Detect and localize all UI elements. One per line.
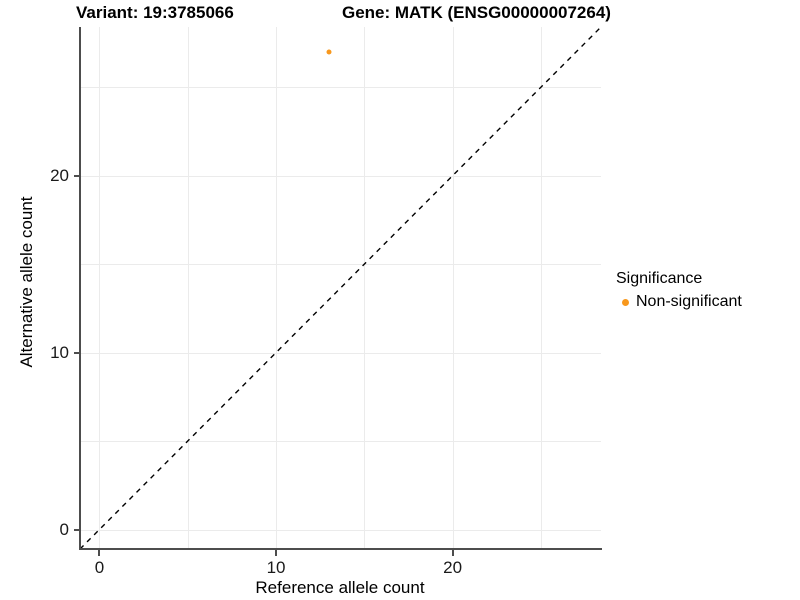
data-point[interactable] xyxy=(326,49,332,55)
plot-panel xyxy=(80,27,601,549)
gridline-vertical xyxy=(188,27,189,549)
gridline-horizontal xyxy=(80,264,601,265)
x-tick-mark xyxy=(98,550,101,556)
y-tick-mark xyxy=(74,528,80,531)
gridline-horizontal xyxy=(80,530,601,531)
y-tick-mark xyxy=(74,351,80,354)
identity-reference-line xyxy=(80,27,601,549)
y-axis-line xyxy=(79,27,81,550)
y-tick-label: 10 xyxy=(50,342,69,362)
y-tick-mark xyxy=(74,174,80,177)
gridline-vertical xyxy=(541,27,542,549)
chart-title-bar: Variant: 19:3785066 Gene: MATK (ENSG0000… xyxy=(0,2,680,26)
x-axis-line xyxy=(79,548,602,550)
gene-title: Gene: MATK (ENSG00000007264) xyxy=(342,3,611,22)
variant-title: Variant: 19:3785066 xyxy=(76,3,234,22)
gridline-vertical xyxy=(276,27,277,549)
gridline-vertical xyxy=(99,27,100,549)
x-tick-label: 0 xyxy=(94,558,105,577)
legend: Significance Non-significant xyxy=(616,268,796,313)
x-tick-label: 10 xyxy=(266,558,286,577)
legend-title: Significance xyxy=(616,270,703,287)
gridline-horizontal xyxy=(80,176,601,177)
legend-item[interactable]: Non-significant xyxy=(616,291,796,313)
gridline-vertical xyxy=(453,27,454,549)
gridline-horizontal xyxy=(80,441,601,442)
gridline-vertical xyxy=(364,27,365,549)
y-tick-label: 0 xyxy=(59,519,69,539)
x-tick-mark xyxy=(451,550,454,556)
y-axis-label: Alternative allele count xyxy=(17,196,36,368)
legend-key xyxy=(616,298,634,306)
y-tick-label: 20 xyxy=(50,165,69,185)
x-axis-label: Reference allele count xyxy=(255,578,425,597)
legend-dot-icon xyxy=(621,298,629,306)
gridline-horizontal xyxy=(80,353,601,354)
gridline-horizontal xyxy=(80,87,601,88)
legend-item-label: Non-significant xyxy=(636,293,742,310)
x-tick-label: 20 xyxy=(443,558,463,577)
legend-items: Non-significant xyxy=(616,291,796,313)
x-tick-mark xyxy=(275,550,278,556)
